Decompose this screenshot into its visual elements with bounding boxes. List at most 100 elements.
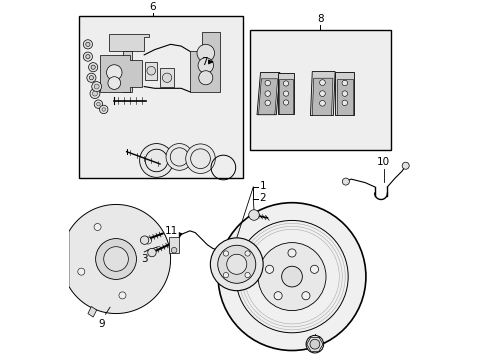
- Text: 6: 6: [149, 1, 156, 12]
- Circle shape: [401, 162, 408, 169]
- Circle shape: [170, 148, 188, 166]
- Circle shape: [283, 91, 288, 96]
- Circle shape: [145, 149, 167, 172]
- Circle shape: [91, 65, 95, 69]
- Polygon shape: [257, 72, 279, 115]
- Circle shape: [140, 144, 173, 177]
- Text: 4: 4: [215, 268, 221, 278]
- Circle shape: [264, 91, 270, 96]
- Polygon shape: [88, 306, 97, 317]
- Circle shape: [305, 336, 323, 353]
- Text: 1: 1: [259, 181, 265, 191]
- Text: 10: 10: [376, 157, 389, 167]
- Circle shape: [319, 80, 325, 85]
- Circle shape: [319, 91, 325, 96]
- Text: 8: 8: [316, 14, 323, 24]
- Circle shape: [97, 102, 100, 106]
- Circle shape: [78, 268, 84, 275]
- Circle shape: [248, 210, 259, 220]
- Circle shape: [264, 80, 270, 86]
- Polygon shape: [336, 79, 352, 115]
- Bar: [249, 30, 390, 150]
- Circle shape: [235, 220, 347, 333]
- Circle shape: [83, 52, 92, 61]
- Circle shape: [171, 247, 177, 253]
- Text: 7: 7: [201, 57, 207, 67]
- Circle shape: [162, 73, 171, 82]
- Circle shape: [342, 100, 347, 105]
- Circle shape: [166, 144, 192, 170]
- Circle shape: [244, 251, 250, 256]
- Circle shape: [244, 273, 250, 278]
- Polygon shape: [278, 73, 293, 114]
- Circle shape: [223, 273, 228, 278]
- Circle shape: [223, 251, 228, 256]
- Polygon shape: [334, 72, 354, 115]
- Text: 9: 9: [99, 319, 105, 329]
- Circle shape: [210, 238, 263, 291]
- Circle shape: [106, 65, 122, 80]
- Circle shape: [119, 292, 126, 299]
- Circle shape: [217, 245, 255, 283]
- Circle shape: [319, 100, 325, 106]
- Circle shape: [342, 91, 347, 96]
- Circle shape: [147, 248, 156, 257]
- Circle shape: [218, 203, 365, 351]
- Circle shape: [190, 149, 210, 168]
- Bar: [145, 62, 157, 80]
- Circle shape: [281, 266, 302, 287]
- Circle shape: [140, 236, 148, 244]
- Polygon shape: [258, 79, 277, 115]
- Circle shape: [90, 89, 100, 99]
- Circle shape: [264, 100, 270, 105]
- Circle shape: [310, 265, 318, 273]
- Polygon shape: [69, 204, 170, 314]
- Circle shape: [301, 292, 309, 300]
- Circle shape: [283, 81, 288, 86]
- Circle shape: [92, 91, 97, 96]
- Circle shape: [89, 76, 93, 80]
- Circle shape: [185, 144, 215, 174]
- Bar: [168, 237, 179, 253]
- Circle shape: [87, 73, 96, 82]
- Circle shape: [342, 178, 348, 185]
- Circle shape: [85, 54, 90, 59]
- Bar: [79, 16, 242, 178]
- Circle shape: [309, 339, 319, 349]
- Polygon shape: [100, 55, 142, 92]
- Text: 11: 11: [164, 226, 177, 236]
- Circle shape: [88, 63, 98, 72]
- Polygon shape: [189, 32, 220, 92]
- Circle shape: [273, 292, 282, 300]
- Circle shape: [94, 84, 99, 89]
- Circle shape: [83, 40, 92, 49]
- Circle shape: [258, 243, 325, 311]
- Circle shape: [226, 254, 246, 274]
- Text: 2: 2: [259, 193, 265, 203]
- Polygon shape: [312, 78, 332, 116]
- Circle shape: [342, 80, 347, 86]
- Text: 3: 3: [141, 254, 147, 264]
- Polygon shape: [109, 34, 149, 51]
- Circle shape: [146, 66, 155, 75]
- Circle shape: [85, 42, 90, 46]
- Polygon shape: [279, 80, 292, 114]
- Circle shape: [144, 237, 151, 244]
- Circle shape: [99, 105, 108, 114]
- Circle shape: [108, 77, 121, 89]
- Circle shape: [198, 71, 212, 85]
- Circle shape: [287, 249, 295, 257]
- Circle shape: [198, 58, 213, 73]
- Polygon shape: [310, 72, 334, 116]
- Circle shape: [94, 100, 102, 108]
- Text: 5: 5: [309, 345, 316, 355]
- Bar: [160, 68, 173, 87]
- Circle shape: [92, 82, 102, 91]
- Circle shape: [265, 265, 273, 273]
- Polygon shape: [123, 51, 132, 92]
- Circle shape: [94, 224, 101, 230]
- Circle shape: [102, 108, 105, 111]
- Circle shape: [103, 247, 128, 271]
- Circle shape: [96, 239, 136, 279]
- Circle shape: [283, 100, 288, 105]
